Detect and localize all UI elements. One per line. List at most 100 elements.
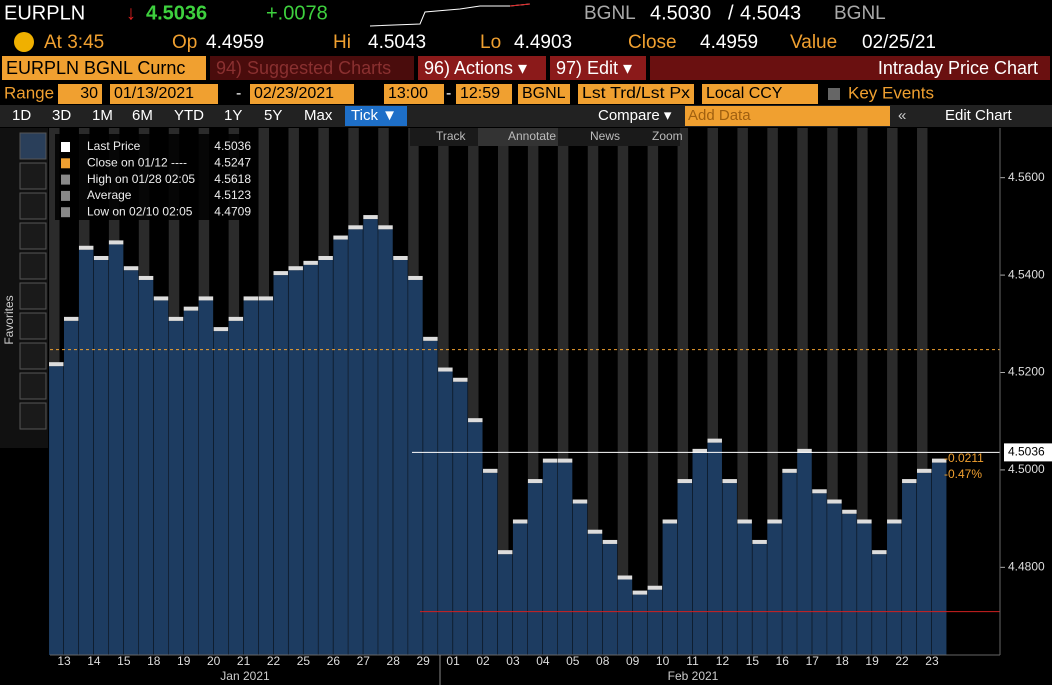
bid: 4.5030 xyxy=(650,2,711,24)
start: 01/13/2021 xyxy=(114,85,194,102)
price-bar xyxy=(512,523,528,655)
field[interactable] xyxy=(250,84,354,104)
month-label: Feb 2021 xyxy=(668,669,719,683)
tool-icon[interactable] xyxy=(19,252,47,280)
price-top xyxy=(722,479,737,484)
period[interactable]: 1M xyxy=(92,107,113,124)
price-bar xyxy=(707,442,722,655)
period[interactable]: Tick ▼ xyxy=(351,107,397,124)
price-top xyxy=(363,215,378,220)
period[interactable]: 3D xyxy=(52,107,71,124)
chart-tool[interactable]: News xyxy=(590,129,620,143)
checkbox[interactable] xyxy=(828,88,840,100)
legend-swatch xyxy=(61,174,70,185)
price-bar xyxy=(78,249,94,655)
price-bar xyxy=(542,462,558,655)
tool-icon[interactable] xyxy=(19,222,47,250)
price-bar xyxy=(49,366,64,655)
price-bar xyxy=(483,472,498,655)
edit-button[interactable] xyxy=(550,56,646,80)
session-band xyxy=(587,128,599,655)
tool-icon[interactable] xyxy=(19,312,47,340)
tool-icon[interactable] xyxy=(19,162,47,190)
x-tick-label: 26 xyxy=(327,654,341,668)
field[interactable] xyxy=(456,84,512,104)
tool-icon[interactable] xyxy=(19,192,47,220)
hi-label: Hi xyxy=(333,32,351,53)
period[interactable]: 5Y xyxy=(264,107,282,124)
collapse[interactable]: « xyxy=(898,107,906,124)
x-tick-label: 13 xyxy=(57,654,71,668)
net-change: -0.0211 xyxy=(944,451,984,465)
dash: - xyxy=(236,85,241,102)
price-bar xyxy=(917,472,932,655)
price-bar xyxy=(228,320,244,655)
last: 4.5036 xyxy=(146,2,207,24)
legend-swatch xyxy=(61,158,70,169)
field[interactable] xyxy=(578,84,694,104)
price-bar xyxy=(423,340,438,655)
op: 4.4959 xyxy=(206,32,264,53)
source: BGNL xyxy=(584,3,636,24)
x-tick-label: 11 xyxy=(686,654,699,668)
ccy: Local CCY xyxy=(706,85,783,102)
tool-icon[interactable] xyxy=(19,402,47,430)
price-top xyxy=(602,539,618,544)
chart-tool[interactable]: Track xyxy=(436,129,467,143)
tool-active xyxy=(478,128,558,146)
period-active[interactable] xyxy=(345,106,407,126)
add-data: Add Data xyxy=(688,107,751,124)
suggested-button[interactable] xyxy=(210,56,414,80)
source2: BGNL xyxy=(834,3,886,24)
lo-label: Lo xyxy=(480,32,501,53)
price-bar xyxy=(497,554,513,655)
price-bar xyxy=(632,594,648,655)
period[interactable]: Max xyxy=(304,107,333,124)
sparkline-tail xyxy=(509,3,531,7)
session-band xyxy=(527,128,539,655)
price-bar xyxy=(662,523,678,655)
change: +.0078 xyxy=(266,2,328,24)
field[interactable] xyxy=(384,84,444,104)
chart-tool[interactable]: Annotate xyxy=(508,129,556,143)
period[interactable]: 1Y xyxy=(224,107,242,124)
tool-icon[interactable] xyxy=(19,132,47,160)
price-bar xyxy=(812,493,827,655)
security-box[interactable] xyxy=(2,56,206,80)
price-top xyxy=(438,367,453,372)
price-bar xyxy=(931,462,947,655)
add-data-box[interactable] xyxy=(685,106,890,126)
tool-icon[interactable] xyxy=(19,372,47,400)
edit-chart[interactable]: Edit Chart xyxy=(945,107,1013,124)
field[interactable] xyxy=(702,84,818,104)
price-top xyxy=(483,468,498,473)
price-top xyxy=(153,296,169,301)
session-band xyxy=(617,128,629,655)
session-band xyxy=(887,128,898,655)
compare[interactable]: Compare ▾ xyxy=(598,107,672,124)
field[interactable] xyxy=(58,84,102,104)
price-top xyxy=(827,499,842,504)
x-tick-label: 22 xyxy=(895,654,909,668)
tool-icon[interactable] xyxy=(19,282,47,310)
x-tick-label: 08 xyxy=(596,654,610,668)
period[interactable]: 1D xyxy=(12,107,31,124)
y-tick-label: 4.5200 xyxy=(1008,365,1045,379)
price-bar xyxy=(108,244,124,655)
price-bar xyxy=(183,310,199,655)
actions-button[interactable] xyxy=(418,56,546,80)
field[interactable] xyxy=(110,84,218,104)
price-bar xyxy=(737,523,752,655)
x-tick-label: 23 xyxy=(925,654,939,668)
chart-tool[interactable]: Zoom xyxy=(652,129,683,143)
price-bar xyxy=(198,300,214,655)
price-bar xyxy=(797,452,812,655)
tool-icon[interactable] xyxy=(19,342,47,370)
price-bar xyxy=(453,381,468,655)
price-bar xyxy=(857,523,872,655)
field[interactable] xyxy=(518,84,570,104)
op-label: Op xyxy=(172,32,197,53)
period[interactable]: YTD xyxy=(174,107,204,124)
legend-value: 4.5247 xyxy=(214,155,251,169)
period[interactable]: 6M xyxy=(132,107,153,124)
